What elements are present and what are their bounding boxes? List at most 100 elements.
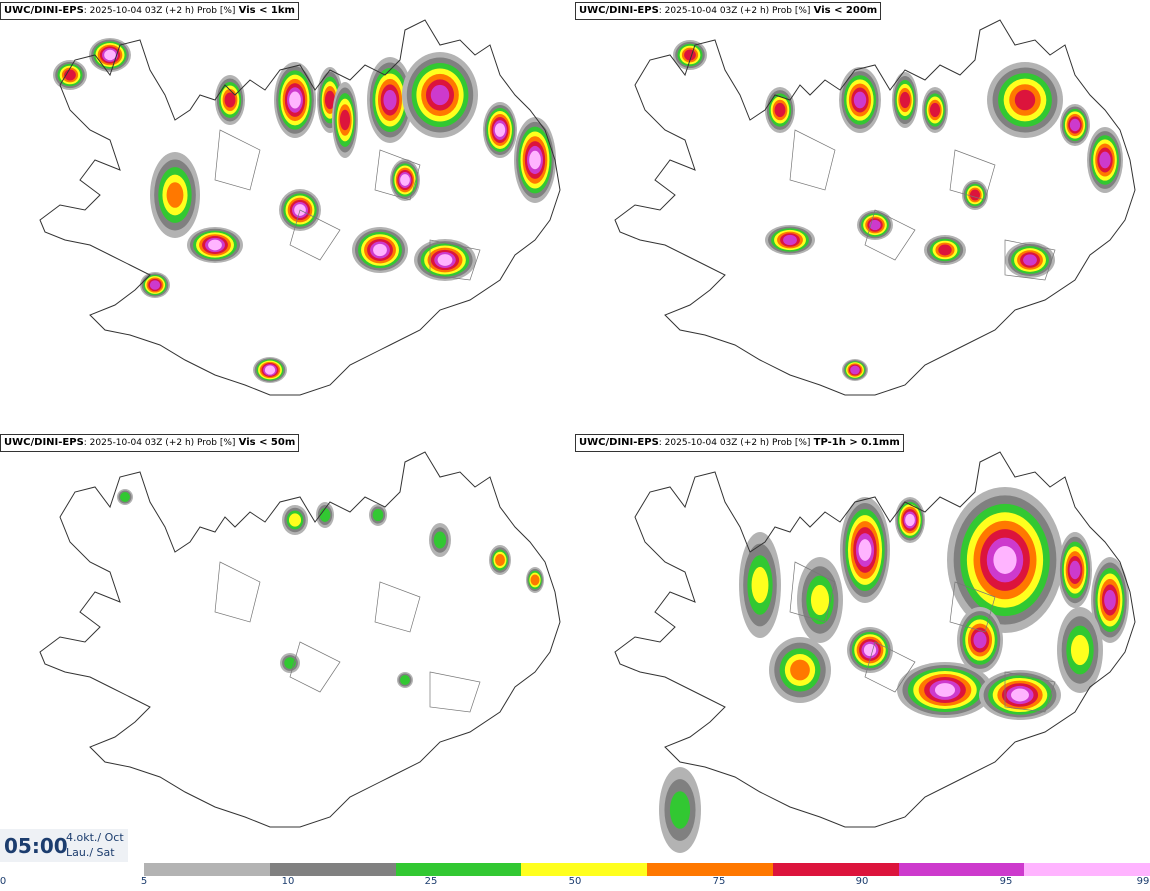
probability-contour (149, 280, 161, 290)
probability-contour (853, 91, 867, 109)
probability-contour (869, 219, 881, 231)
colorbar-tick-label: 90 (855, 876, 869, 887)
probability-contour (1014, 89, 1036, 111)
glacier-outline (289, 641, 341, 693)
probability-contour (120, 492, 130, 502)
probability-contour (289, 91, 301, 109)
map-panel-vis-50m: UWC/DINI-EPS: 2025-10-04 03Z (+2 h) Prob… (0, 432, 575, 862)
probability-contour (905, 513, 915, 527)
glacier-outline (949, 581, 996, 633)
probability-contour (430, 84, 450, 106)
probability-contour (166, 182, 184, 208)
colorbar-tick-label: 75 (712, 876, 726, 887)
colorbar-segment (1024, 863, 1150, 876)
panel-title: UWC/DINI-EPS: 2025-10-04 03Z (+2 h) Prob… (575, 2, 882, 20)
glacier-outline (374, 581, 421, 633)
probability-contour (530, 574, 540, 586)
glacier-outline (1004, 239, 1056, 281)
probability-contour (774, 102, 786, 118)
probability-contour (669, 791, 691, 829)
probability-contour (934, 683, 956, 697)
probability-contour (224, 92, 236, 108)
glacier-outline (429, 239, 481, 281)
valid-weekday: Lau./ Sat (66, 846, 115, 859)
map (614, 451, 1136, 853)
glacier-outline (864, 641, 916, 693)
colorbar-segment (269, 863, 396, 876)
probability-contour (1070, 634, 1090, 666)
glacier-outline (789, 561, 836, 623)
glacier-outline (789, 129, 836, 191)
map (39, 451, 561, 828)
probability-contour (383, 89, 397, 111)
probability-contour (993, 546, 1017, 574)
probability-contour (104, 49, 116, 61)
glacier-outline (429, 671, 481, 713)
coastline (39, 19, 561, 396)
probability-contour (400, 675, 410, 685)
probability-contour (288, 513, 302, 527)
map (39, 19, 561, 396)
probability-contour (208, 239, 222, 251)
colorbar-tick-label: 10 (281, 876, 295, 887)
probability-contour (1104, 589, 1116, 611)
probability-contour (973, 631, 987, 649)
probability-contour (319, 508, 331, 522)
colorbar-segment (647, 863, 773, 876)
probability-contour (938, 244, 952, 256)
glacier-outline (289, 209, 341, 261)
colorbar-ticks: 0 5 10 25 50 75 90 95 99 (0, 876, 1150, 891)
colorbar-segment (898, 863, 1025, 876)
glacier-outline (214, 129, 261, 191)
iceland-outline (39, 19, 561, 396)
glacier-outline (949, 149, 996, 201)
colorbar-tick-label: 95 (999, 876, 1013, 887)
probability-contour (373, 243, 387, 257)
probability-contour (929, 102, 941, 118)
panel-title: UWC/DINI-EPS: 2025-10-04 03Z (+2 h) Prob… (0, 434, 300, 452)
probability-contour (783, 234, 797, 246)
map-panel-vis-200m: UWC/DINI-EPS: 2025-10-04 03Z (+2 h) Prob… (575, 0, 1150, 430)
probability-contour (1069, 560, 1081, 580)
colorbar-tick-label: 99 (1136, 876, 1150, 887)
probability-contour (790, 659, 810, 681)
panel-title: UWC/DINI-EPS: 2025-10-04 03Z (+2 h) Prob… (575, 434, 904, 452)
probability-contour (437, 254, 453, 266)
probability-contour (495, 554, 505, 566)
valid-time-box: 05:00 4.okt./ Oct Lau./ Sat (0, 829, 128, 862)
probability-contour (1023, 254, 1037, 266)
map (614, 19, 1136, 396)
probability-contour (1011, 688, 1029, 702)
colorbar-tick-label: 25 (424, 876, 438, 887)
probability-contour (751, 566, 769, 604)
iceland-outline (39, 451, 561, 828)
probability-contour (529, 150, 541, 170)
map-panel-precip: UWC/DINI-EPS: 2025-10-04 03Z (+2 h) Prob… (575, 432, 1150, 862)
map-panel-vis-1km: UWC/DINI-EPS: 2025-10-04 03Z (+2 h) Prob… (0, 0, 575, 430)
probability-colorbar (144, 863, 1150, 876)
colorbar-tick-label: 50 (568, 876, 582, 887)
probability-contour (400, 174, 410, 186)
probability-contour (810, 584, 830, 616)
probability-contour (339, 109, 351, 131)
glacier-outline (1004, 671, 1056, 713)
probability-contour (494, 123, 506, 137)
probability-contour (64, 69, 76, 81)
probability-contour (850, 365, 860, 375)
coastline (614, 451, 1136, 828)
probability-contour (1069, 118, 1081, 132)
colorbar-tick-label: 5 (140, 876, 148, 887)
colorbar-segment (144, 863, 270, 876)
colorbar-segment (395, 863, 522, 876)
glacier-outline (374, 149, 421, 201)
probability-contour (1099, 151, 1111, 169)
coastline (39, 451, 561, 828)
colorbar-tick-label: 0 (0, 876, 7, 887)
probability-contour (863, 643, 877, 657)
valid-date: 4.okt./ Oct (66, 831, 124, 844)
colorbar-segment (521, 863, 647, 876)
probability-contour (433, 531, 447, 549)
valid-time: 05:00 (4, 834, 68, 858)
probability-contour (324, 90, 336, 110)
probability-contour (899, 91, 911, 109)
